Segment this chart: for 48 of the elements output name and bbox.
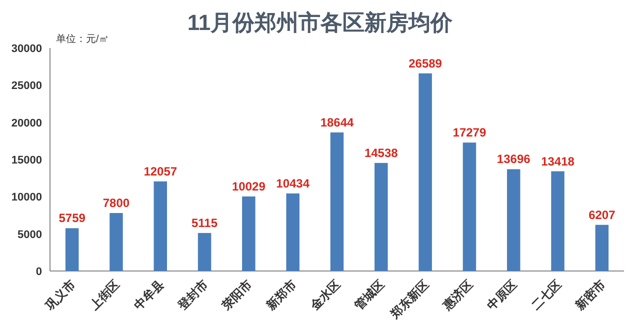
bar	[551, 171, 564, 271]
bar	[506, 169, 520, 271]
x-tick-label: 中牟县	[131, 277, 167, 313]
x-tick-label: 登封市	[174, 277, 211, 314]
x-tick-label: 新密市	[572, 277, 608, 314]
bar	[595, 224, 609, 271]
x-tick-label: 荥阳市	[218, 277, 255, 314]
y-tick-label: 10000	[11, 192, 42, 204]
data-label: 5115	[192, 216, 218, 230]
bar	[286, 193, 300, 271]
bar	[462, 142, 476, 271]
bar	[110, 213, 123, 271]
data-label: 5759	[58, 211, 86, 226]
bar	[198, 232, 212, 271]
x-tick-label: 上街区	[86, 277, 122, 314]
y-tick-label: 30000	[11, 43, 42, 55]
y-tick-label: 20000	[11, 117, 42, 130]
data-label: 13696	[496, 152, 531, 166]
y-tick-label: 25000	[11, 80, 42, 92]
data-label: 26589	[408, 56, 442, 70]
data-label: 17279	[452, 126, 486, 140]
data-label: 13418	[541, 154, 575, 168]
data-label: 6207	[588, 208, 616, 222]
x-tick-label: 二七区	[528, 277, 564, 313]
data-label: 7800	[102, 196, 130, 210]
x-tick-label: 中原区	[484, 277, 520, 313]
data-label: 18644	[320, 115, 354, 130]
bar	[374, 162, 388, 271]
bar	[154, 181, 168, 271]
x-tick-label: 郑东新区	[386, 277, 432, 322]
x-tick-label: 新郑市	[262, 277, 299, 314]
data-label: 12057	[144, 164, 178, 178]
data-label: 10029	[232, 179, 266, 194]
data-label: 10434	[276, 176, 310, 190]
x-tick-label: 惠济区	[440, 277, 476, 314]
bar	[330, 132, 344, 271]
y-tick-label: 15000	[11, 154, 42, 166]
y-axis-title: 单位：元/㎡	[56, 33, 109, 45]
y-tick-label: 5000	[18, 228, 42, 241]
bar	[242, 196, 256, 271]
data-label: 14538	[364, 146, 398, 160]
x-tick-label: 巩义市	[42, 277, 78, 314]
chart-title: 11月份郑州市各区新房均价	[187, 10, 454, 35]
y-tick-label: 0	[36, 266, 42, 278]
x-tick-label: 管城区	[351, 277, 388, 314]
x-tick-label: 金水区	[307, 277, 344, 314]
bar	[418, 73, 432, 271]
bar	[65, 228, 79, 271]
